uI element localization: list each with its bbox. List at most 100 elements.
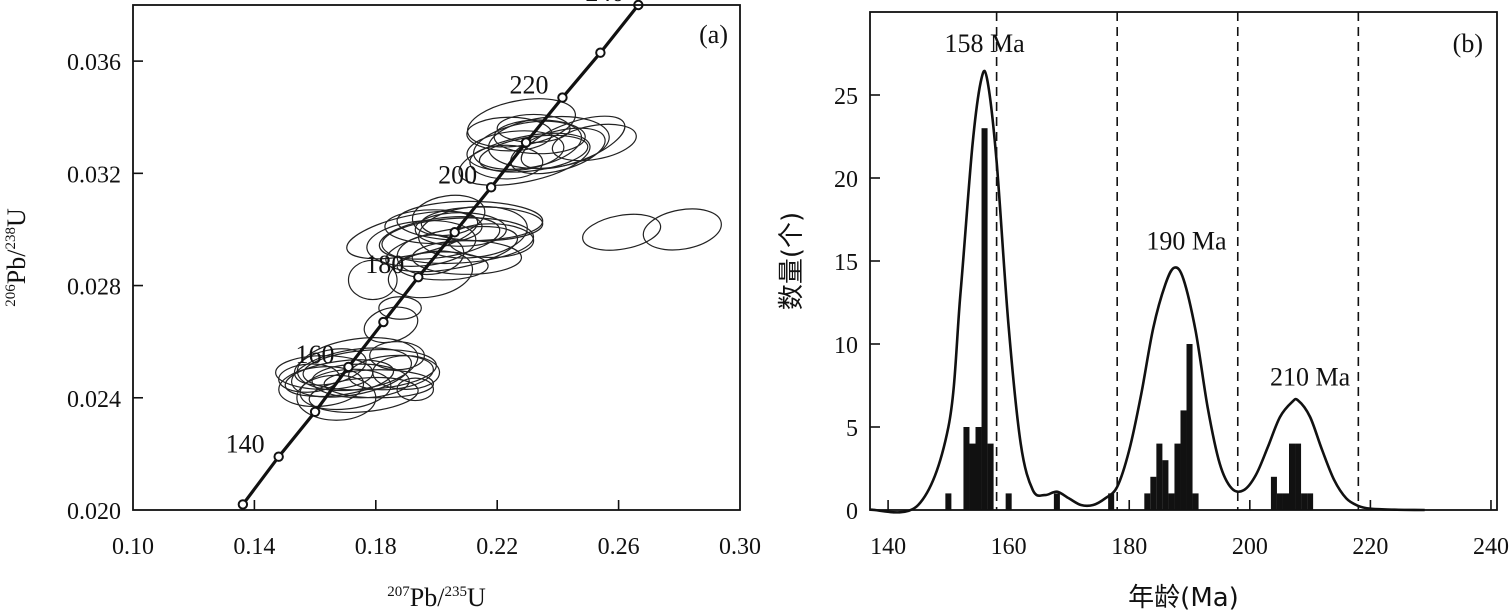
error-ellipse (308, 376, 419, 414)
error-ellipse (291, 347, 413, 398)
y-label-sup1: 206 (3, 284, 19, 307)
density-curve (869, 69, 1425, 514)
y-tick-label: 25 (834, 84, 858, 110)
panel-a-label: (a) (699, 20, 728, 49)
histogram-bar (1144, 493, 1151, 510)
concordia-age-marker (343, 361, 354, 373)
x-tick-label: 0.14 (233, 534, 275, 560)
error-ellipse (299, 368, 392, 411)
concordia-age-marker (378, 316, 389, 328)
x-tick-label: 180 (1111, 534, 1147, 560)
x-tick-label: 0.30 (719, 534, 761, 560)
histogram-bar (1174, 443, 1181, 510)
histogram-bar (1301, 493, 1308, 510)
y-tick-label: 10 (834, 333, 858, 359)
error-ellipse (296, 337, 419, 392)
histogram-bar (1307, 493, 1314, 510)
error-ellipse (396, 234, 465, 276)
panel-a-plot: 140 160 180 200 220 240 (226, 0, 722, 510)
error-ellipse (372, 355, 441, 390)
concordia-age-label: 180 (365, 250, 404, 279)
error-ellipse (469, 144, 544, 180)
x-label-sup2: 235 (444, 584, 467, 600)
x-label-sup1: 207 (387, 584, 410, 600)
histogram-bar (1162, 460, 1169, 510)
concordia-age-marker (309, 406, 321, 418)
concordia-age-label: 140 (226, 430, 265, 459)
concordia-age-marker (485, 182, 497, 193)
histogram-bar (945, 493, 952, 510)
x-tick-label: 0.10 (112, 534, 154, 560)
histogram-bar (1186, 344, 1193, 510)
concordia-age-label: 220 (509, 71, 548, 100)
histogram-bar (1282, 493, 1290, 510)
peak-age-label: 210 Ma (1270, 363, 1351, 392)
x-tick-label: 160 (991, 534, 1027, 560)
histogram-bar (981, 128, 988, 510)
y-tick-label: 0 (846, 499, 858, 525)
panel-b-plot: 158 Ma 190 Ma 210 Ma (869, 12, 1425, 514)
y-label-sup2: 238 (3, 227, 19, 250)
error-ellipse (311, 363, 410, 399)
x-tick-label: 0.22 (476, 534, 518, 560)
histogram-bar (1150, 476, 1157, 510)
histogram-bar (963, 427, 970, 510)
x-tick-label: 0.18 (355, 534, 397, 560)
error-ellipse (396, 377, 435, 402)
concordia-age-marker (595, 47, 606, 58)
error-ellipse (347, 259, 398, 301)
y-tick-label: 0.024 (67, 387, 121, 413)
x-tick-label: 140 (870, 534, 906, 560)
error-ellipse (551, 123, 637, 162)
y-tick-label: 0.028 (67, 275, 121, 301)
histogram-bar (1289, 443, 1296, 510)
error-ellipse (396, 200, 544, 242)
x-tick-label: 220 (1352, 534, 1388, 560)
panel-a-y-axis-label: 206Pb/238U (2, 208, 31, 307)
concordia-age-marker (520, 137, 532, 148)
histogram-bar (1276, 493, 1283, 510)
histogram-bar (1053, 493, 1060, 510)
concordia-age-marker (237, 499, 249, 510)
error-ellipse (369, 341, 425, 371)
histogram-bar (975, 427, 982, 510)
histogram-bar (1270, 476, 1277, 510)
error-ellipse (323, 369, 435, 399)
concordia-curve (241, 5, 640, 506)
x-tick-label: 240 (1473, 534, 1509, 560)
panel-b-ticks: 140 160 180 200 220 240 0 5 10 15 20 25 (834, 84, 1509, 560)
error-ellipse (387, 250, 474, 299)
error-ellipse (363, 306, 419, 344)
y-label-base1: Pb/ (2, 249, 31, 284)
y-label-base2: U (2, 208, 31, 227)
y-tick-label: 15 (834, 250, 858, 276)
panel-b-x-axis-label: 年龄(Ma) (1128, 583, 1239, 613)
x-tick-label: 0.26 (598, 534, 640, 560)
error-ellipse (642, 208, 722, 251)
y-tick-label: 0.036 (67, 50, 121, 76)
histogram-bar (1295, 443, 1302, 510)
concordia-age-marker (557, 92, 568, 103)
y-tick-label: 20 (834, 167, 858, 193)
concordia-age-marker (449, 227, 460, 238)
error-ellipse (384, 209, 483, 245)
y-tick-label: 5 (846, 416, 858, 442)
concordia-age-label: 160 (295, 340, 334, 369)
histogram-bar (1192, 493, 1199, 510)
y-tick-label: 0.020 (67, 499, 121, 525)
panel-a-x-axis-label: 207Pb/235U (387, 583, 486, 612)
error-ellipse (466, 116, 553, 152)
error-ellipse (496, 113, 571, 144)
histogram-bar (1156, 443, 1163, 510)
concordia-age-label: 200 (438, 160, 477, 189)
error-ellipse (582, 213, 662, 251)
histogram-bar (1108, 493, 1115, 510)
panel-a-ticks: 0.10 0.14 0.18 0.22 0.26 0.30 0.020 0.024 0.028 0… (67, 50, 761, 560)
panel-a-data (241, 5, 722, 506)
x-tick-label: 200 (1232, 534, 1268, 560)
histogram-bar (1180, 410, 1187, 510)
peak-age-label: 158 Ma (944, 29, 1025, 58)
error-ellipse (396, 251, 489, 281)
peak-age-label: 190 Ma (1146, 226, 1227, 255)
